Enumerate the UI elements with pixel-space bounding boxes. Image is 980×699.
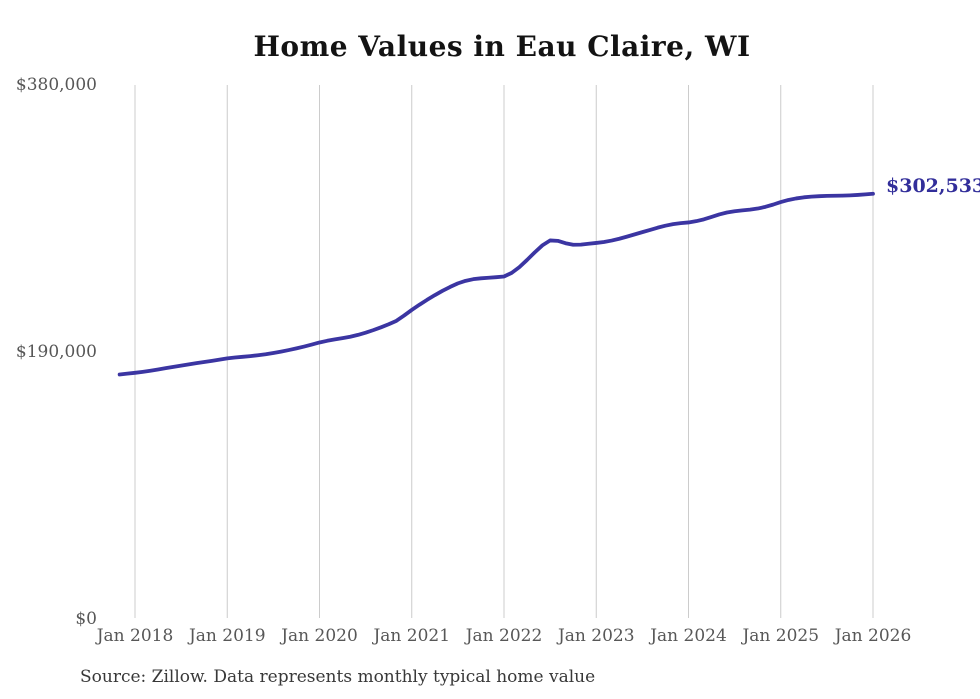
- x-axis-tick-label: Jan 2025: [742, 626, 820, 646]
- x-axis-tick-label: Jan 2021: [373, 626, 451, 646]
- x-axis-tick-label: Jan 2024: [650, 626, 727, 646]
- x-axis-tick-label: Jan 2022: [465, 626, 543, 646]
- x-axis-tick-label: Jan 2026: [834, 626, 912, 646]
- y-axis-tick-label: $0: [75, 608, 97, 629]
- x-axis-tick-label: Jan 2018: [96, 626, 174, 646]
- end-value-label: $302,533: [886, 174, 980, 197]
- source-note: Source: Zillow. Data represents monthly …: [80, 667, 596, 687]
- y-axis-tick-label: $190,000: [15, 341, 97, 362]
- x-axis-tick-label: Jan 2023: [557, 626, 635, 646]
- chart-title: Home Values in Eau Claire, WI: [253, 30, 751, 63]
- y-axis-tick-label: $380,000: [15, 75, 97, 95]
- home-value-series-line: [117, 191, 875, 377]
- x-axis-tick-label: Jan 2019: [188, 626, 266, 646]
- x-axis-tick-label: Jan 2020: [281, 626, 358, 646]
